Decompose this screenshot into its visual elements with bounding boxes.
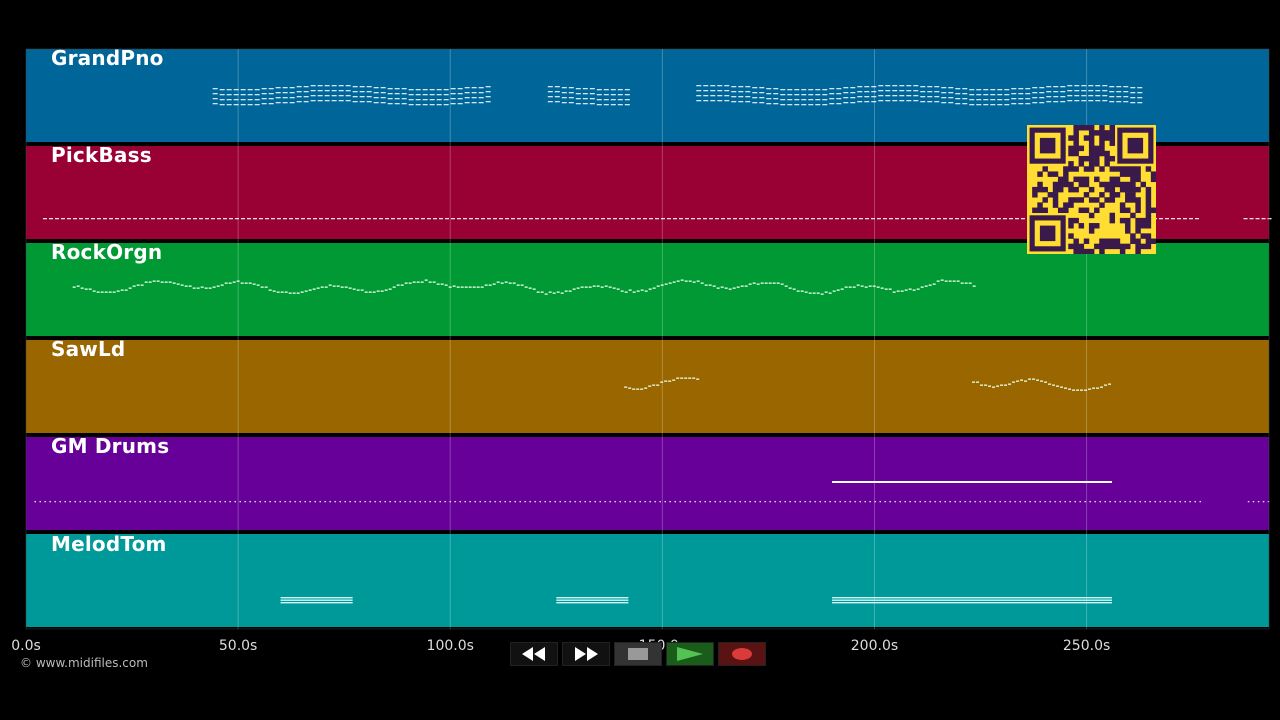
track-name-1: PickBass [51, 143, 152, 167]
qr-code-icon[interactable] [1027, 125, 1156, 254]
tick-label-5: 250.0s [1062, 638, 1111, 654]
rewind-icon [522, 647, 545, 661]
tick-label-2: 100.0s [426, 638, 474, 654]
record-button[interactable] [718, 642, 766, 666]
track-name-5: MelodTom [51, 532, 167, 556]
roll-border [25, 48, 1270, 630]
notes-track-5 [280, 597, 1113, 604]
record-icon [732, 648, 752, 660]
track-lane-2 [26, 243, 1269, 336]
notes-track-4 [34, 481, 1270, 503]
track-name-4: GM Drums [51, 434, 170, 458]
tick-label-1: 50.0s [218, 638, 258, 654]
fast-forward-icon [575, 647, 598, 661]
notes-track-0 [212, 85, 1143, 106]
track-name-2: RockOrgn [51, 240, 163, 264]
tick-label-0: 0.0s [11, 638, 41, 654]
play-button[interactable] [666, 642, 714, 666]
transport-controls [510, 642, 766, 666]
notes-track-3 [624, 377, 1112, 391]
track-lane-3 [26, 340, 1269, 433]
track-lane-5 [26, 534, 1269, 627]
tick-label-4: 200.0s [850, 638, 899, 654]
stop-button[interactable] [614, 642, 662, 666]
notes-track-2 [72, 279, 976, 295]
stop-icon [628, 648, 648, 660]
copyright-text: © www.midifiles.com [20, 656, 148, 670]
track-name-3: SawLd [51, 337, 126, 361]
track-lane-4 [26, 437, 1269, 530]
track-name-0: GrandPno [51, 46, 164, 70]
play-icon [677, 647, 703, 661]
rewind-button[interactable] [510, 642, 558, 666]
fast-forward-button[interactable] [562, 642, 610, 666]
